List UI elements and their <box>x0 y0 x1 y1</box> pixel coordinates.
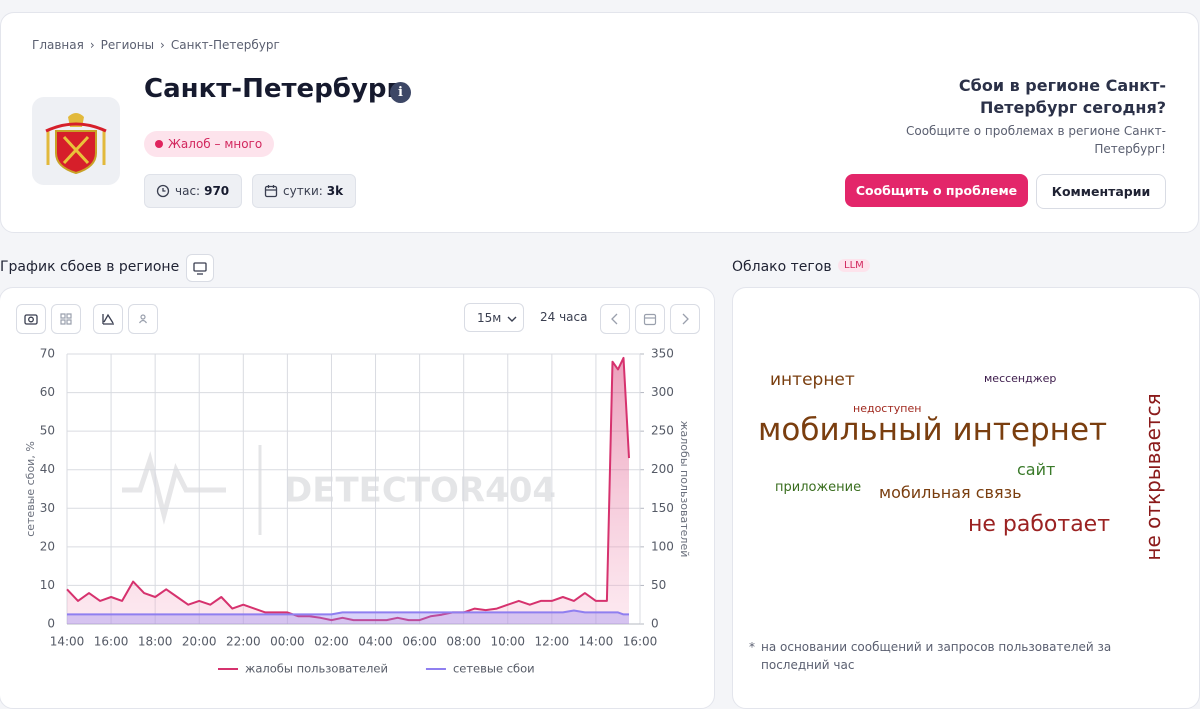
x-tick-label: 06:00 <box>402 635 437 649</box>
calendar-icon <box>643 313 657 326</box>
y-tick-label: 60 <box>40 385 55 399</box>
x-tick-label: 16:00 <box>623 635 658 649</box>
x-tick-label: 08:00 <box>446 635 481 649</box>
tag-cloud-title: Облако тегов <box>732 259 832 275</box>
stat-label: сутки: <box>283 184 323 198</box>
comments-button[interactable]: Комментарии <box>1036 174 1166 209</box>
tag[interactable]: мобильный интернет <box>758 412 1108 448</box>
tag[interactable]: мобильная связь <box>879 483 1022 502</box>
region-title: Санкт-Петербург <box>144 74 401 104</box>
series-line <box>66 356 630 622</box>
y2-tick-label: 200 <box>651 462 674 476</box>
x-tick-label: 18:00 <box>138 635 173 649</box>
watermark-icon <box>122 445 262 535</box>
prev-icon <box>611 313 618 325</box>
display-toggle[interactable] <box>186 254 214 282</box>
legend-label: сетевые сбои <box>453 662 535 676</box>
coat-of-arms <box>45 113 107 175</box>
y2-tick-label: 50 <box>651 578 666 592</box>
footnote: на основании сообщений и запросов пользо… <box>749 638 1139 674</box>
stat-value: 3k <box>326 184 344 198</box>
stat-hour: час: 970 <box>144 174 243 208</box>
cta-title: Сбои в регионе Санкт-Петербург сегодня? <box>958 76 1166 117</box>
tag[interactable]: недоступен <box>853 402 922 415</box>
tag[interactable]: не работает <box>968 512 1111 537</box>
x-tick-label: 20:00 <box>182 635 217 649</box>
calendar-button[interactable] <box>635 304 665 334</box>
series-area <box>67 610 629 624</box>
tag[interactable]: сайт <box>1017 460 1056 479</box>
chart-section-title: График сбоев в регионе <box>0 259 180 275</box>
llm-badge: LLM <box>838 259 870 272</box>
interval-select[interactable]: 15м <box>464 303 524 332</box>
y-tick-label: 30 <box>40 501 55 515</box>
tag[interactable]: приложение <box>775 480 862 495</box>
monitor-icon <box>193 262 207 275</box>
y-tick-label: 0 <box>47 617 55 631</box>
tag[interactable]: не открывается <box>1141 393 1165 561</box>
x-tick-label: 14:00 <box>50 635 85 649</box>
range-label: 24 часа <box>540 310 588 324</box>
screenshot-tool[interactable] <box>16 304 46 334</box>
next-icon <box>682 313 689 325</box>
y-tick-label: 40 <box>40 462 55 476</box>
x-tick-label: 16:00 <box>94 635 129 649</box>
stat-label: час: <box>175 184 201 198</box>
info-icon[interactable]: i <box>390 82 411 103</box>
y-tick-label: 20 <box>40 539 55 553</box>
grid-tool[interactable] <box>51 304 81 334</box>
area-tool[interactable] <box>93 304 123 334</box>
chevron <box>507 316 517 322</box>
user-tool[interactable] <box>128 304 158 334</box>
user-icon <box>139 314 147 324</box>
chart: DETECTOR404 0102030405060700501001502002… <box>24 347 691 676</box>
status-pill: Жалоб – много <box>144 131 275 157</box>
series-line <box>67 609 629 616</box>
y2-tick-label: 300 <box>651 385 674 399</box>
breadcrumb[interactable]: Регионы <box>90 38 154 52</box>
x-tick-label: 12:00 <box>535 635 570 649</box>
camera-icon <box>24 314 38 325</box>
x-tick-label: 10:00 <box>490 635 525 649</box>
breadcrumbs: Главная Регионы Санкт-Петербург <box>32 38 280 52</box>
clock-icon <box>156 184 170 198</box>
x-tick-label: 04:00 <box>358 635 393 649</box>
tag[interactable]: мессенджер <box>984 372 1057 385</box>
x-tick-label: 22:00 <box>226 635 261 649</box>
area-icon <box>102 313 114 325</box>
breadcrumb[interactable]: Главная <box>32 38 84 52</box>
y2-tick-label: 350 <box>651 347 674 361</box>
x-tick-label: 02:00 <box>314 635 349 649</box>
grid-icon <box>60 313 72 325</box>
stat-value: 970 <box>204 184 230 198</box>
y2-tick-label: 250 <box>651 424 674 438</box>
stat-day: сутки: 3k <box>252 174 357 208</box>
breadcrumb: Санкт-Петербург <box>160 38 280 52</box>
calendar-icon <box>264 185 278 198</box>
report-button[interactable]: Сообщить о проблеме <box>845 174 1028 207</box>
y-tick-label: 50 <box>40 424 55 438</box>
y-tick-label: 70 <box>40 347 55 361</box>
x-tick-label: 00:00 <box>270 635 305 649</box>
y-axis-label: сетевые сбои, % <box>24 441 37 537</box>
y2-tick-label: 100 <box>651 539 674 553</box>
tag[interactable]: интернет <box>770 370 855 390</box>
interval-value: 15м <box>477 311 502 325</box>
legend-label: жалобы пользователей <box>245 662 388 676</box>
footnote-text: на основании сообщений и запросов пользо… <box>761 640 1112 672</box>
x-tick-label: 14:00 <box>579 635 614 649</box>
y2-tick-label: 0 <box>651 617 659 631</box>
y-tick-label: 10 <box>40 578 55 592</box>
page: Главная Регионы Санкт-Петербург Санкт-Пе… <box>0 0 1200 688</box>
y2-axis-label: жалобы пользователей <box>678 421 691 558</box>
region-logo <box>32 97 120 185</box>
next-button[interactable] <box>670 304 700 334</box>
cta-text: Сообщите о проблемах в регионе Санкт-Пет… <box>905 124 1166 156</box>
y2-tick-label: 150 <box>651 501 674 515</box>
prev-button[interactable] <box>600 304 630 334</box>
